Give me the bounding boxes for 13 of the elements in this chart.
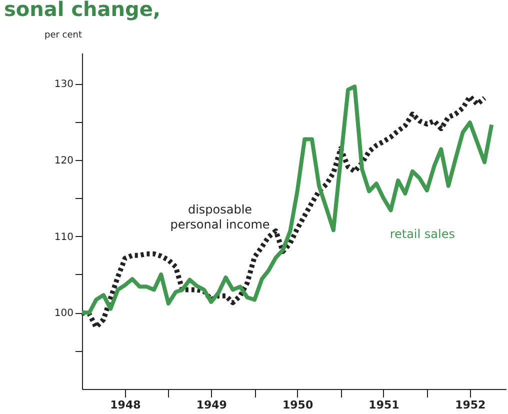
x-tick-label: 1948: [110, 398, 141, 412]
series-label: disposable personal income: [170, 202, 270, 232]
y-tick-label: 110: [54, 232, 74, 243]
y-tick-label: 130: [54, 79, 74, 90]
x-tick-label: 1949: [196, 398, 227, 412]
x-tick-label: 1951: [368, 398, 400, 412]
series-label: retail sales: [390, 226, 455, 241]
y-tick-label: 100: [54, 308, 74, 320]
x-tick-label: 1950: [282, 398, 314, 412]
y-tick-label: 120: [54, 155, 74, 166]
y-axis-title: per cent: [44, 30, 82, 40]
x-tick-label: 1952: [455, 398, 486, 412]
chart-title: sonal change,: [4, 0, 161, 21]
